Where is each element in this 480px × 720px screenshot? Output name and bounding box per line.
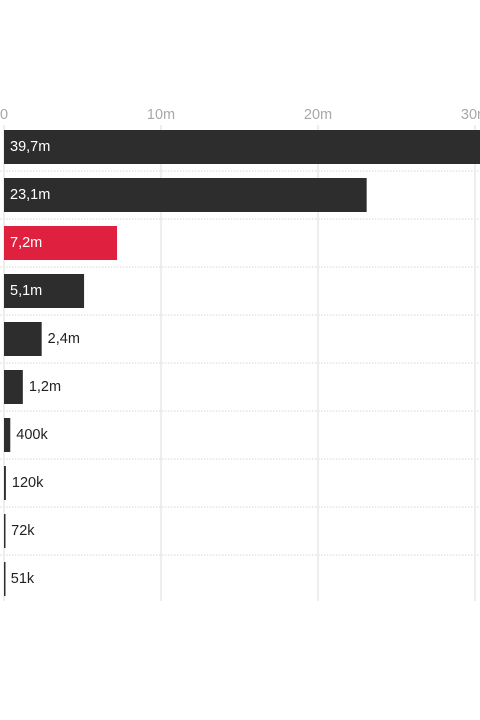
- value-label: 2,4m: [48, 331, 80, 347]
- value-label: 7,2m: [10, 235, 42, 251]
- value-label: 1,2m: [29, 379, 61, 395]
- bar: [4, 514, 6, 548]
- value-label: 120k: [12, 475, 44, 491]
- value-label: 400k: [16, 427, 48, 443]
- bar: [4, 370, 23, 404]
- bar: [4, 130, 480, 164]
- value-label: 23,1m: [10, 187, 50, 203]
- x-tick-label: 20m: [304, 107, 332, 123]
- x-tick-label: 10m: [147, 107, 175, 123]
- bar: [4, 466, 6, 500]
- bar: [4, 178, 367, 212]
- bar: [4, 226, 118, 260]
- x-tick-label: 0: [0, 107, 8, 123]
- bar: [4, 562, 6, 596]
- bar: [4, 274, 85, 308]
- value-label: 51k: [11, 571, 35, 587]
- value-label: 72k: [11, 523, 35, 539]
- x-tick-label: 30m: [461, 107, 480, 123]
- bar: [4, 322, 42, 356]
- bar: [4, 418, 11, 452]
- value-label: 39,7m: [10, 139, 50, 155]
- value-label: 5,1m: [10, 283, 42, 299]
